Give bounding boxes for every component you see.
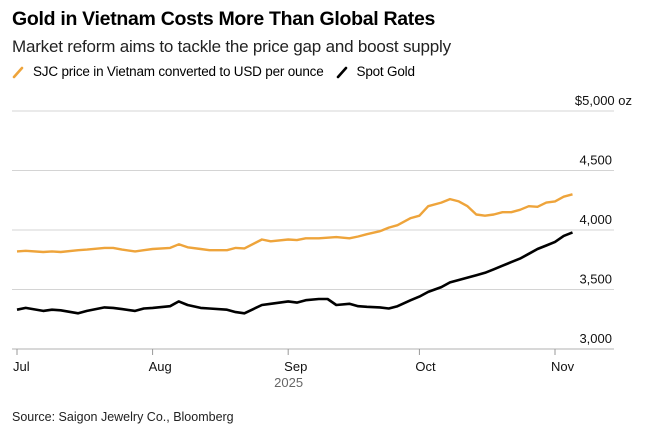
legend-item-spot: Spot Gold [336,64,415,79]
chart-title: Gold in Vietnam Costs More Than Global R… [12,8,436,30]
x-year-label: 2025 [274,375,303,390]
legend-swatch-spot-icon [336,66,347,78]
y-tick-label: 3,500 [579,272,612,287]
x-tick-label: Sep [284,359,307,374]
x-tick-label: Aug [149,359,172,374]
source-note: Source: Saigon Jewelry Co., Bloomberg [12,410,234,424]
y-tick-label: 4,000 [579,212,612,227]
y-tick-label: $5,000 oz [575,93,632,108]
legend-item-sjc: SJC price in Vietnam converted to USD pe… [12,64,324,79]
legend-swatch-sjc-icon [12,66,24,78]
x-tick-label: Jul [13,359,30,374]
series-line-sjc [16,193,573,254]
x-tick-label: Oct [415,359,436,374]
legend-label-sjc: SJC price in Vietnam converted to USD pe… [33,64,324,79]
chart-subtitle: Market reform aims to tackle the price g… [12,37,451,56]
y-tick-label: 4,500 [579,153,612,168]
series-line-spot-gold [16,231,573,315]
legend: SJC price in Vietnam converted to USD pe… [12,64,427,79]
x-tick-label: Nov [551,359,575,374]
legend-label-spot: Spot Gold [356,64,415,79]
y-tick-label: 3,000 [579,331,612,346]
